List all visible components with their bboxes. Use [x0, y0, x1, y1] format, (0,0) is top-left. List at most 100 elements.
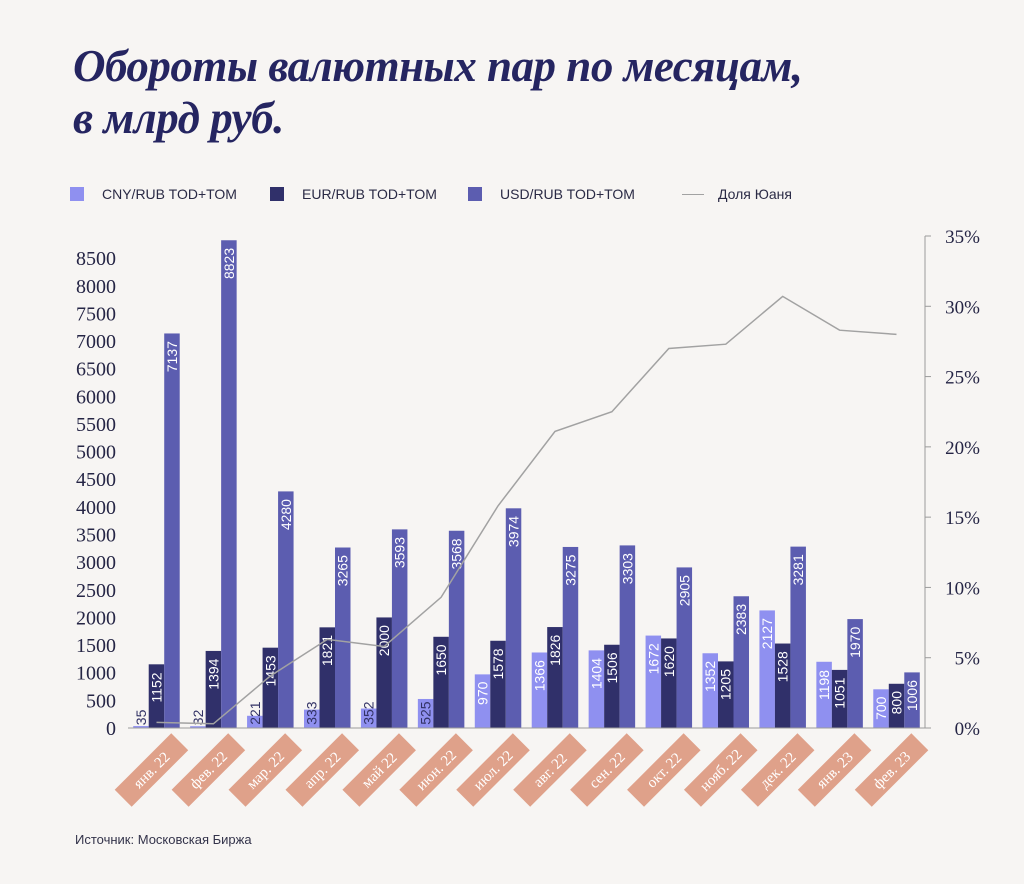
bar-value-label-cny: 221 [247, 701, 263, 725]
bar-cny [645, 635, 662, 728]
legend-label-eur: EUR/RUB TOD+TOM [302, 186, 437, 202]
y-tick-label: 4500 [76, 469, 116, 491]
legend-label-cny: CNY/RUB TOD+TOM [102, 186, 237, 202]
bar-value-label-eur: 1650 [433, 644, 449, 675]
x-tick-badge [342, 733, 416, 807]
y-tick-label: 2500 [76, 580, 116, 602]
legend-label-share: Доля Юаня [718, 186, 792, 202]
bar-usd [904, 672, 920, 728]
bar-eur [718, 661, 734, 728]
bar-usd [733, 596, 749, 728]
bar-cny [247, 715, 263, 728]
bar-value-label-eur: 1152 [148, 672, 164, 702]
x-tick-badge [570, 733, 644, 807]
bar-value-label-eur: 2000 [376, 625, 392, 656]
bar-usd [847, 619, 863, 728]
bar-value-label-eur: 1620 [661, 646, 677, 677]
y-tick-label: 5000 [76, 442, 116, 464]
bar-value-label-usd: 2905 [676, 575, 692, 606]
bar-value-label-cny: 333 [304, 701, 320, 725]
x-tick-badge [627, 733, 701, 807]
x-tick-badge [456, 733, 530, 807]
legend-swatch-usd [468, 187, 482, 201]
bar-value-label-usd: 3303 [619, 553, 635, 584]
bar-value-label-cny: 1366 [531, 660, 547, 691]
legend-line-share [682, 193, 704, 195]
bar-usd [790, 546, 806, 728]
bar-value-label-cny: 1352 [702, 661, 718, 692]
bar-cny [417, 698, 434, 728]
y-tick-label: 500 [86, 690, 116, 712]
y2-tick-label: 5% [955, 649, 981, 670]
bar-cny [531, 652, 548, 728]
bar-value-label-eur: 1394 [205, 658, 221, 689]
bar-value-label-usd: 7137 [164, 341, 180, 372]
bar-usd [221, 240, 237, 728]
bar-value-label-usd: 8823 [221, 248, 237, 279]
y2-tick-label: 10% [945, 578, 980, 599]
bar-value-label-usd: 4280 [278, 499, 294, 530]
chart-title: Обороты валютных пар по месяцам, в млрд … [73, 40, 803, 144]
bar-usd [676, 567, 693, 728]
bar-value-label-usd: 3568 [449, 538, 465, 569]
bar-value-label-eur: 1205 [718, 669, 734, 700]
y2-tick-label: 20% [945, 438, 980, 459]
y-tick-label: 2000 [76, 607, 116, 629]
bar-value-label-eur: 1826 [547, 634, 563, 665]
y2-tick-label: 15% [945, 508, 980, 529]
legend-swatch-eur [270, 187, 284, 201]
y-tick-label: 7000 [76, 331, 116, 353]
legend-item-cny: CNY/RUB TOD+TOM [70, 182, 237, 206]
bar-eur [376, 617, 392, 728]
bar-value-label-cny: 2127 [759, 618, 775, 649]
bar-cny [133, 726, 149, 728]
y-tick-label: 6500 [76, 359, 116, 381]
bar-usd [335, 547, 351, 728]
bar-usd [448, 530, 465, 728]
y-tick-label: 6000 [76, 386, 116, 408]
chart-title-line-1: Обороты валютных пар по месяцам, [73, 41, 803, 91]
bar-eur [262, 647, 279, 728]
bar-value-label-eur: 800 [889, 691, 905, 715]
bar-value-label-eur: 1506 [604, 652, 620, 683]
y-tick-label: 1500 [76, 635, 116, 657]
bar-value-label-cny: 700 [873, 696, 889, 720]
bar-cny [190, 726, 206, 728]
y-tick-label: 7500 [76, 303, 116, 325]
bar-cny [759, 610, 775, 728]
bar-value-label-cny: 1198 [816, 670, 832, 700]
x-tick-badge [171, 733, 246, 807]
x-tick-badge [797, 733, 872, 807]
bar-value-label-usd: 3265 [335, 555, 351, 586]
bar-value-label-cny: 35 [133, 709, 149, 725]
y2-tick-label: 35% [945, 227, 980, 248]
bar-eur [661, 638, 677, 728]
bar-cny [816, 661, 832, 728]
legend-item-usd: USD/RUB TOD+TOM [468, 182, 635, 206]
bar-eur [547, 627, 563, 728]
bar-cny [588, 650, 605, 728]
bar-value-label-cny: 32 [190, 709, 206, 725]
legend-item-share: Доля Юаня [682, 182, 792, 206]
bar-value-label-cny: 1404 [588, 658, 604, 689]
bar-value-label-eur: 1578 [490, 648, 506, 679]
share-line-series [156, 295, 897, 725]
bar-value-label-usd: 3593 [392, 537, 408, 568]
y-tick-label: 1000 [76, 663, 116, 685]
bar-value-label-usd: 1006 [904, 680, 920, 711]
y-tick-label: 5500 [76, 414, 116, 436]
bar-cny [360, 708, 377, 728]
bar-cny [304, 709, 320, 728]
bar-value-label-usd: 1970 [847, 627, 863, 658]
y-tick-label: 8000 [76, 276, 116, 298]
bar-value-label-eur: 1453 [262, 655, 278, 686]
y2-tick-label: 25% [945, 368, 980, 389]
x-tick-badge [513, 733, 587, 807]
x-tick-badge [683, 733, 758, 807]
bar-value-label-cny: 970 [475, 681, 491, 705]
bar-usd [562, 546, 579, 728]
bar-eur [148, 664, 165, 728]
bar-value-label-cny: 525 [418, 701, 434, 725]
bar-eur [774, 643, 791, 728]
